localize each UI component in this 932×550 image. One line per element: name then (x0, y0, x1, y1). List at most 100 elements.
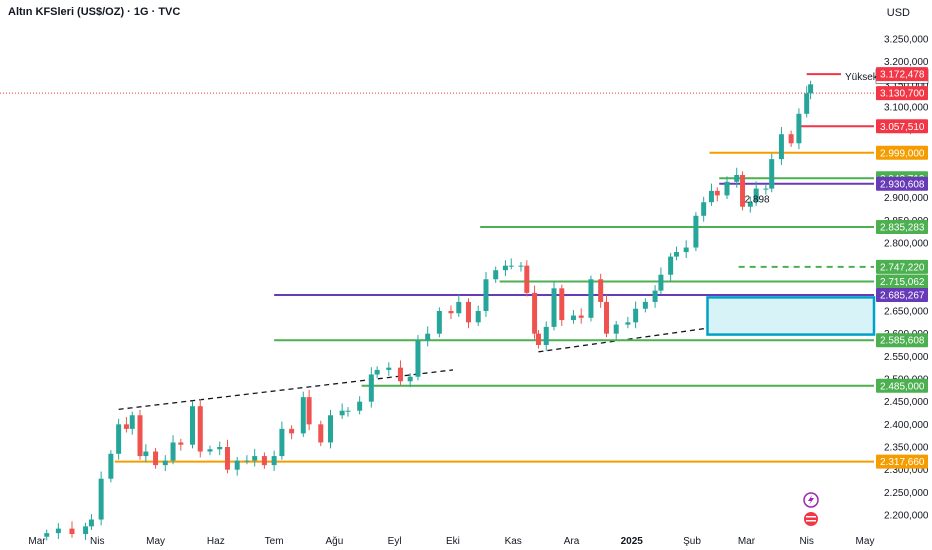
candle-body (271, 456, 277, 466)
level-badge (876, 259, 928, 274)
level-badge (876, 220, 928, 235)
candle-body (345, 410, 351, 412)
candle-body (415, 340, 421, 377)
candle-body (652, 290, 658, 302)
candle-body (289, 428, 295, 434)
candle-body (658, 274, 664, 291)
candle-body (44, 533, 50, 537)
candle-body (339, 410, 345, 416)
x-tick-label: May (856, 536, 875, 547)
x-tick-label: Tem (265, 536, 284, 547)
level-badge-label: 3.172,478 (880, 70, 925, 81)
candle-body (598, 279, 604, 302)
candle-body (178, 442, 184, 445)
candle-body (788, 134, 794, 144)
candle-body (327, 415, 333, 443)
level-badge-label: 2.715,062 (880, 277, 925, 288)
candle-body (234, 460, 240, 470)
level-badge (876, 274, 928, 289)
y-tick-label: 3.100,000 (884, 103, 929, 114)
x-tick-label: Eyl (388, 536, 402, 547)
candle-body (224, 447, 230, 470)
candle-body (436, 311, 442, 334)
candle-body (693, 215, 699, 248)
candle-body (318, 424, 324, 443)
candle-body (673, 252, 679, 257)
candle-body (570, 315, 576, 321)
candle-body (668, 256, 674, 275)
candle-body (279, 428, 285, 457)
lightning-icon-glyph (808, 495, 814, 505)
candle-body (778, 134, 784, 160)
level-badge (876, 454, 928, 469)
upper-trendline (118, 369, 454, 411)
candle-body (701, 202, 707, 216)
level-badge-label: 2.485,000 (880, 381, 925, 392)
candle-body (465, 301, 471, 323)
x-tick-label: Nis (799, 536, 813, 547)
us-flag-stripe (806, 520, 816, 522)
candle-body (261, 456, 267, 466)
level-badge-label: 2.747,220 (880, 262, 925, 273)
candle-body (642, 301, 648, 309)
x-tick-label: May (146, 536, 165, 547)
candle-body (69, 528, 75, 535)
y-tick-label: 2.250,000 (884, 488, 929, 499)
candle-body (633, 308, 639, 323)
candle-body (475, 311, 481, 323)
y-tick-label: 2.450,000 (884, 397, 929, 408)
us-flag-stripe (806, 516, 816, 518)
y-tick-label: 3.250,000 (884, 35, 929, 46)
high-marker-bg (841, 69, 874, 84)
candle-body (613, 324, 619, 334)
x-tick-label: Ağu (325, 536, 343, 547)
y-tick-label: 2.300,000 (884, 465, 929, 476)
candle-body (88, 519, 94, 527)
candle-body (456, 301, 462, 314)
y-tick-label: 2.650,000 (884, 307, 929, 318)
candle-body (153, 451, 159, 466)
x-tick-label: Kas (505, 536, 522, 547)
level-badge (876, 288, 928, 303)
candle-body (708, 190, 714, 203)
x-tick-label: Ara (564, 536, 580, 547)
currency-label: USD (886, 7, 910, 19)
level-badge-label: 2.930,608 (880, 179, 925, 190)
x-tick-label: 2025 (621, 536, 644, 547)
candle-body (804, 93, 810, 114)
candle-body (300, 397, 306, 434)
candle-body (502, 265, 508, 271)
candle-body (368, 374, 374, 402)
candle-body (734, 175, 740, 182)
candle-body (374, 369, 380, 375)
candle-body (603, 301, 609, 334)
x-tick-label: Mar (28, 536, 46, 547)
x-tick-label: Mar (738, 536, 756, 547)
candle-body (116, 424, 122, 454)
candle-body (207, 449, 213, 452)
y-tick-label: 2.400,000 (884, 420, 929, 431)
level-badge (876, 119, 928, 134)
candle-body (407, 376, 413, 382)
candle-body (217, 447, 223, 450)
candle-body (524, 265, 530, 293)
level-badge-label: 2.835,283 (880, 223, 925, 234)
candle-body (170, 442, 176, 461)
candle-body (518, 265, 524, 267)
candle-body (244, 460, 250, 462)
x-tick-label: Nis (90, 536, 104, 547)
y-tick-label: 2.800,000 (884, 239, 929, 250)
candle-body (123, 424, 129, 429)
level-badge (876, 86, 928, 101)
y-tick-label: 2.350,000 (884, 443, 929, 454)
candle-body (559, 288, 565, 321)
candle-body (753, 188, 759, 203)
candle-body (724, 181, 730, 196)
demand-zone (706, 296, 876, 336)
candle-body (425, 333, 431, 341)
level-badge (876, 145, 928, 160)
candle-body (588, 279, 594, 318)
level-badge-label: 3.057,510 (880, 122, 925, 133)
level-badge (876, 378, 928, 393)
